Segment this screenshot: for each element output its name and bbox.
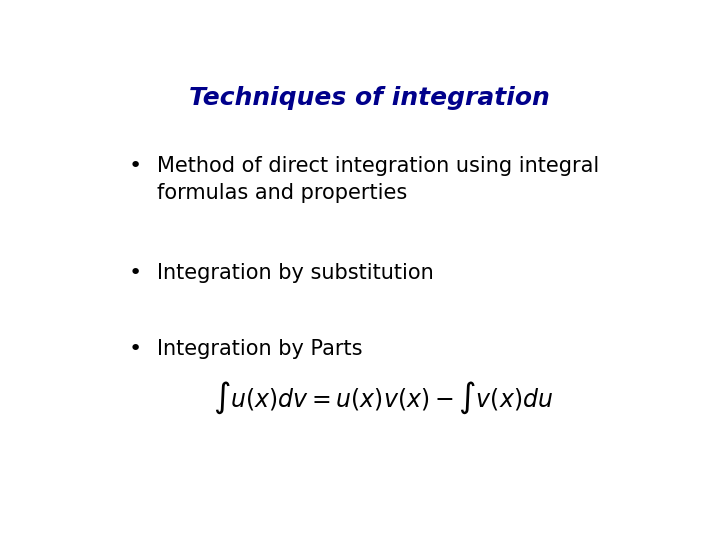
Text: Techniques of integration: Techniques of integration [189, 85, 549, 110]
Text: •: • [129, 339, 143, 359]
Text: Method of direct integration using integral
formulas and properties: Method of direct integration using integ… [157, 156, 599, 202]
Text: Integration by Parts: Integration by Parts [157, 339, 362, 359]
Text: Integration by substitution: Integration by substitution [157, 263, 433, 283]
Text: •: • [129, 156, 143, 176]
Text: •: • [129, 263, 143, 283]
Text: $\int u(x)dv = u(x)v(x) - \int v(x)du$: $\int u(x)dv = u(x)v(x) - \int v(x)du$ [213, 379, 553, 416]
